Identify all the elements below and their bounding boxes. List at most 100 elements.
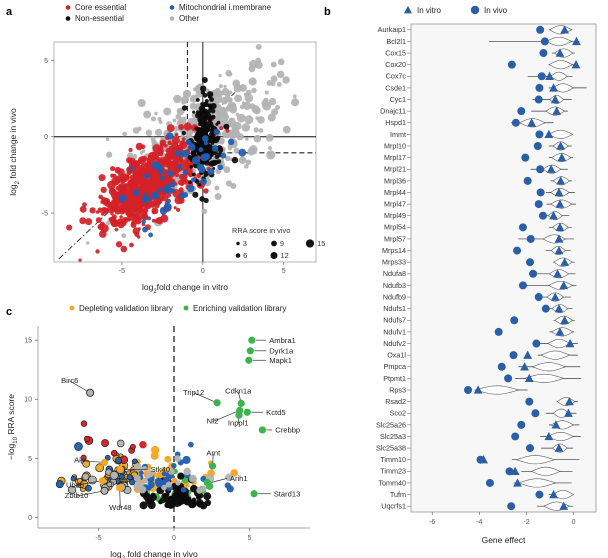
data-point <box>104 454 111 461</box>
data-point <box>80 420 88 427</box>
in-vivo-marker <box>510 316 519 325</box>
data-point <box>228 117 236 126</box>
data-point <box>124 175 130 181</box>
gene-label: Aurkaip1 <box>378 25 406 34</box>
data-point <box>196 501 204 508</box>
in-vivo-marker <box>529 269 538 278</box>
data-point <box>119 473 126 480</box>
data-point <box>180 486 187 493</box>
in-vitro-marker <box>473 385 483 394</box>
data-point <box>134 185 140 191</box>
data-point <box>163 174 171 181</box>
data-point <box>133 463 142 472</box>
data-point <box>243 101 252 111</box>
data-point <box>108 201 115 208</box>
points-group <box>66 43 300 262</box>
data-point <box>174 133 179 137</box>
in-vivo-marker <box>534 200 543 209</box>
data-point <box>126 474 134 481</box>
gene-label: Ptpmt1 <box>383 374 406 383</box>
in-vitro-marker <box>549 83 558 92</box>
in-vivo-marker <box>511 118 520 127</box>
data-point <box>174 173 179 178</box>
data-point <box>207 94 212 99</box>
in-vitro-marker <box>564 397 574 406</box>
gene-label: Rps3 <box>389 385 406 394</box>
data-point <box>151 191 160 200</box>
data-point <box>148 175 155 182</box>
point-label-stard13: Stard13 <box>274 489 301 498</box>
data-point <box>151 210 157 215</box>
gene-label: Mrpl54 <box>384 223 406 232</box>
panel-b-label: b <box>324 6 331 18</box>
in-vivo-marker <box>517 107 526 116</box>
data-point <box>223 166 231 174</box>
data-point <box>165 481 172 488</box>
data-point <box>166 193 172 198</box>
data-point <box>192 156 201 165</box>
in-vivo-marker <box>533 142 542 150</box>
gene-label: Cox7c <box>386 72 407 81</box>
in-vivo-marker <box>513 246 522 255</box>
data-point <box>277 58 285 66</box>
data-point <box>181 130 186 136</box>
data-point <box>282 76 290 84</box>
data-point <box>219 126 224 131</box>
data-point <box>190 177 196 183</box>
data-point <box>155 473 161 480</box>
legend-marker-depleting <box>69 305 75 311</box>
in-vitro-marker <box>527 118 537 127</box>
gene-label: Slc25a3 <box>380 432 406 441</box>
data-point <box>182 492 189 499</box>
size-legend-dot-15 <box>305 239 315 248</box>
data-point <box>176 108 181 113</box>
point-label-wdr48: Wdr48 <box>109 503 131 512</box>
y-tick-label: 15 <box>24 338 32 345</box>
x-tick-label: -6 <box>429 519 435 526</box>
data-point <box>154 111 158 116</box>
data-point <box>167 170 174 177</box>
leader-line <box>193 392 218 404</box>
data-point <box>249 59 258 69</box>
legend-marker-enriching <box>183 305 189 311</box>
data-point <box>158 166 163 171</box>
data-point <box>198 165 206 174</box>
data-point <box>146 470 154 478</box>
point-label-kctd5: Kctd5 <box>266 408 285 417</box>
data-point <box>201 208 208 215</box>
data-point <box>101 229 105 233</box>
data-point <box>276 70 285 79</box>
data-point <box>133 209 137 213</box>
in-vitro-marker <box>555 327 565 336</box>
gene-label: Bcl2l1 <box>386 37 406 46</box>
labeled-point-birc6 <box>86 388 95 397</box>
data-point <box>203 170 210 177</box>
legend-label-in-vitro: In vitro <box>417 6 442 15</box>
in-vivo-marker <box>540 37 549 46</box>
data-point <box>137 98 146 108</box>
point-label-stk40: Stk40 <box>151 465 170 474</box>
gene-label: Ndufs1 <box>383 304 406 313</box>
point-label-cdkn1a: Cdkn1a <box>225 387 252 396</box>
data-point <box>85 218 93 226</box>
labeled-point-wdr48 <box>116 484 124 492</box>
data-point <box>188 180 192 185</box>
data-point <box>204 499 212 507</box>
leader-line <box>79 460 105 463</box>
data-point <box>141 219 146 224</box>
data-point <box>95 463 105 473</box>
violin-shape <box>545 36 573 46</box>
data-point <box>181 149 189 158</box>
size-legend-label-12: 12 <box>281 251 289 260</box>
data-point <box>160 214 169 223</box>
in-vivo-marker <box>526 444 535 453</box>
gene-label: Mrps14 <box>382 246 406 255</box>
data-point <box>154 128 163 136</box>
in-vitro-marker <box>549 211 558 220</box>
in-vitro-marker <box>556 141 566 150</box>
data-point <box>123 204 129 210</box>
gene-label: Tufm <box>390 490 406 499</box>
data-point <box>214 193 222 201</box>
gene-label: Immt <box>390 130 406 139</box>
data-point <box>257 116 265 124</box>
